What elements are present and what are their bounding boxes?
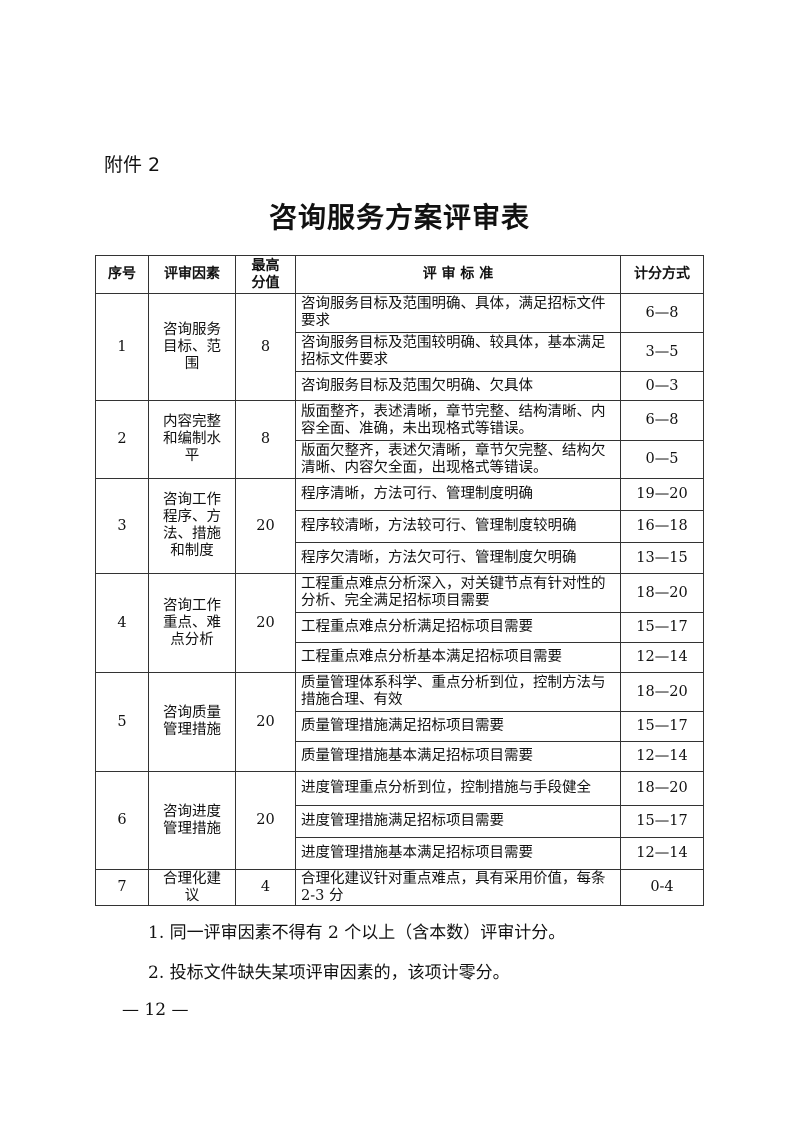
criteria-text: 质量管理措施基本满足招标项目需要: [295, 741, 621, 772]
evaluation-factor: 咨询工作重点、难点分析: [148, 573, 236, 673]
max-score: 8: [235, 400, 296, 479]
criteria-text: 合理化建议针对重点难点，具有采用价值，每条 2-3 分: [295, 869, 621, 906]
table-row: 咨询服务目标及范围欠明确、欠具体 0—3: [96, 371, 704, 401]
table-row: 工程重点难点分析基本满足招标项目需要 12—14: [96, 642, 704, 673]
criteria-text: 进度管理重点分析到位，控制措施与手段健全: [295, 771, 621, 806]
header-criteria: 评 审 标 准: [295, 255, 621, 294]
score-range: 19—20: [620, 478, 704, 511]
score-range: 3—5: [620, 332, 704, 372]
document-title: 咨询服务方案评审表: [268, 201, 530, 234]
max-score: 8: [235, 293, 296, 401]
attachment-label: 附件 2: [104, 154, 161, 176]
criteria-text: 进度管理措施基本满足招标项目需要: [295, 837, 621, 870]
score-range: 12—14: [620, 741, 704, 772]
evaluation-factor: 咨询进度管理措施: [148, 771, 236, 870]
table-row: 质量管理措施满足招标项目需要 15—17: [96, 711, 704, 742]
note-1: 1. 同一评审因素不得有 2 个以上（含本数）评审计分。: [148, 923, 566, 943]
criteria-text: 版面欠整齐，表述欠清晰，章节欠完整、结构欠清晰、内容欠全面，出现格式等错误。: [295, 440, 621, 479]
max-score: 20: [235, 771, 296, 870]
score-range: 0—5: [620, 440, 704, 479]
score-range: 15—17: [620, 805, 704, 838]
score-range: 6—8: [620, 400, 704, 441]
table-row: 7 合理化建议 4 合理化建议针对重点难点，具有采用价值，每条 2-3 分 0-4: [95, 869, 704, 906]
criteria-text: 程序欠清晰，方法欠可行、管理制度欠明确: [295, 542, 621, 574]
criteria-text: 质量管理措施满足招标项目需要: [295, 711, 621, 742]
criteria-text: 工程重点难点分析满足招标项目需要: [295, 612, 621, 643]
table-row: 6 咨询进度管理措施 20 进度管理重点分析到位，控制措施与手段健全 18—20: [95, 771, 704, 870]
header-factor: 评审因素: [148, 255, 236, 294]
evaluation-factor: 合理化建议: [148, 869, 236, 906]
row-number: 3: [95, 478, 149, 574]
table-row: 2 内容完整和编制水平 8 版面整齐，表述清晰，章节完整、结构清晰、内容全面、准确，未…: [95, 400, 704, 479]
table-row: 质量管理措施基本满足招标项目需要 12—14: [96, 741, 704, 772]
note-2: 2. 投标文件缺失某项评审因素的，该项计零分。: [148, 963, 510, 983]
criteria-text: 质量管理体系科学、重点分析到位，控制方法与措施合理、有效: [295, 672, 621, 712]
evaluation-factor: 咨询服务目标、范围: [148, 293, 236, 401]
table-row: 进度管理措施基本满足招标项目需要 12—14: [96, 837, 704, 870]
criteria-text: 程序较清晰，方法较可行、管理制度较明确: [295, 510, 621, 543]
header-max: 最高分值: [235, 255, 296, 294]
row-number: 4: [95, 573, 149, 673]
score-range: 15—17: [620, 711, 704, 742]
row-number: 2: [95, 400, 149, 479]
evaluation-table: 序号 评审因素 最高分值 评 审 标 准 计分方式 1 咨询服务目标、范围 8 咨询服…: [95, 255, 704, 906]
score-range: 12—14: [620, 642, 704, 673]
header-score: 计分方式: [620, 255, 704, 294]
score-range: 0—3: [620, 371, 704, 401]
criteria-text: 版面整齐，表述清晰，章节完整、结构清晰、内容全面、准确，未出现格式等错误。: [295, 400, 621, 441]
score-range: 13—15: [620, 542, 704, 574]
evaluation-factor: 咨询工作程序、方法、措施和制度: [148, 478, 236, 574]
header-no: 序号: [95, 255, 149, 294]
table-row: 程序欠清晰，方法欠可行、管理制度欠明确 13—15: [96, 542, 704, 574]
max-score: 4: [235, 869, 296, 906]
evaluation-factor: 内容完整和编制水平: [148, 400, 236, 479]
criteria-text: 咨询服务目标及范围明确、具体，满足招标文件要求: [295, 293, 621, 333]
table-row: 5 咨询质量管理措施 20 质量管理体系科学、重点分析到位，控制方法与措施合理、有效 1…: [95, 672, 704, 772]
criteria-text: 咨询服务目标及范围较明确、较具体，基本满足招标文件要求: [295, 332, 621, 372]
row-number: 1: [95, 293, 149, 401]
row-number: 7: [95, 869, 149, 906]
score-range: 15—17: [620, 612, 704, 643]
criteria-text: 程序清晰，方法可行、管理制度明确: [295, 478, 621, 511]
table-row: 3 咨询工作程序、方法、措施和制度 20 程序清晰，方法可行、管理制度明确 19—20: [95, 478, 704, 574]
table-row: 咨询服务目标及范围较明确、较具体，基本满足招标文件要求 3—5: [96, 332, 704, 372]
score-range: 6—8: [620, 293, 704, 333]
table-row: 1 咨询服务目标、范围 8 咨询服务目标及范围明确、具体，满足招标文件要求 6—8: [95, 293, 704, 401]
max-score: 20: [235, 478, 296, 574]
score-range: 16—18: [620, 510, 704, 543]
criteria-text: 进度管理措施满足招标项目需要: [295, 805, 621, 838]
row-number: 5: [95, 672, 149, 772]
table-row: 版面欠整齐，表述欠清晰，章节欠完整、结构欠清晰、内容欠全面，出现格式等错误。 0—…: [96, 440, 704, 479]
table-row: 程序较清晰，方法较可行、管理制度较明确 16—18: [96, 510, 704, 543]
score-range: 18—20: [620, 573, 704, 613]
page-number: — 12 —: [122, 1000, 189, 1020]
max-score: 20: [235, 573, 296, 673]
score-range: 18—20: [620, 672, 704, 712]
evaluation-factor: 咨询质量管理措施: [148, 672, 236, 772]
criteria-text: 工程重点难点分析基本满足招标项目需要: [295, 642, 621, 673]
criteria-text: 咨询服务目标及范围欠明确、欠具体: [295, 371, 621, 401]
row-number: 6: [95, 771, 149, 870]
score-range: 0-4: [620, 869, 704, 906]
score-range: 18—20: [620, 771, 704, 806]
table-row: 进度管理措施满足招标项目需要 15—17: [96, 805, 704, 838]
table-header-row: 序号 评审因素 最高分值 评 审 标 准 计分方式: [95, 255, 704, 294]
max-score: 20: [235, 672, 296, 772]
table-row: 4 咨询工作重点、难点分析 20 工程重点难点分析深入，对关键节点有针对性的分析、完全…: [95, 573, 704, 673]
score-range: 12—14: [620, 837, 704, 870]
criteria-text: 工程重点难点分析深入，对关键节点有针对性的分析、完全满足招标项目需要: [295, 573, 621, 613]
